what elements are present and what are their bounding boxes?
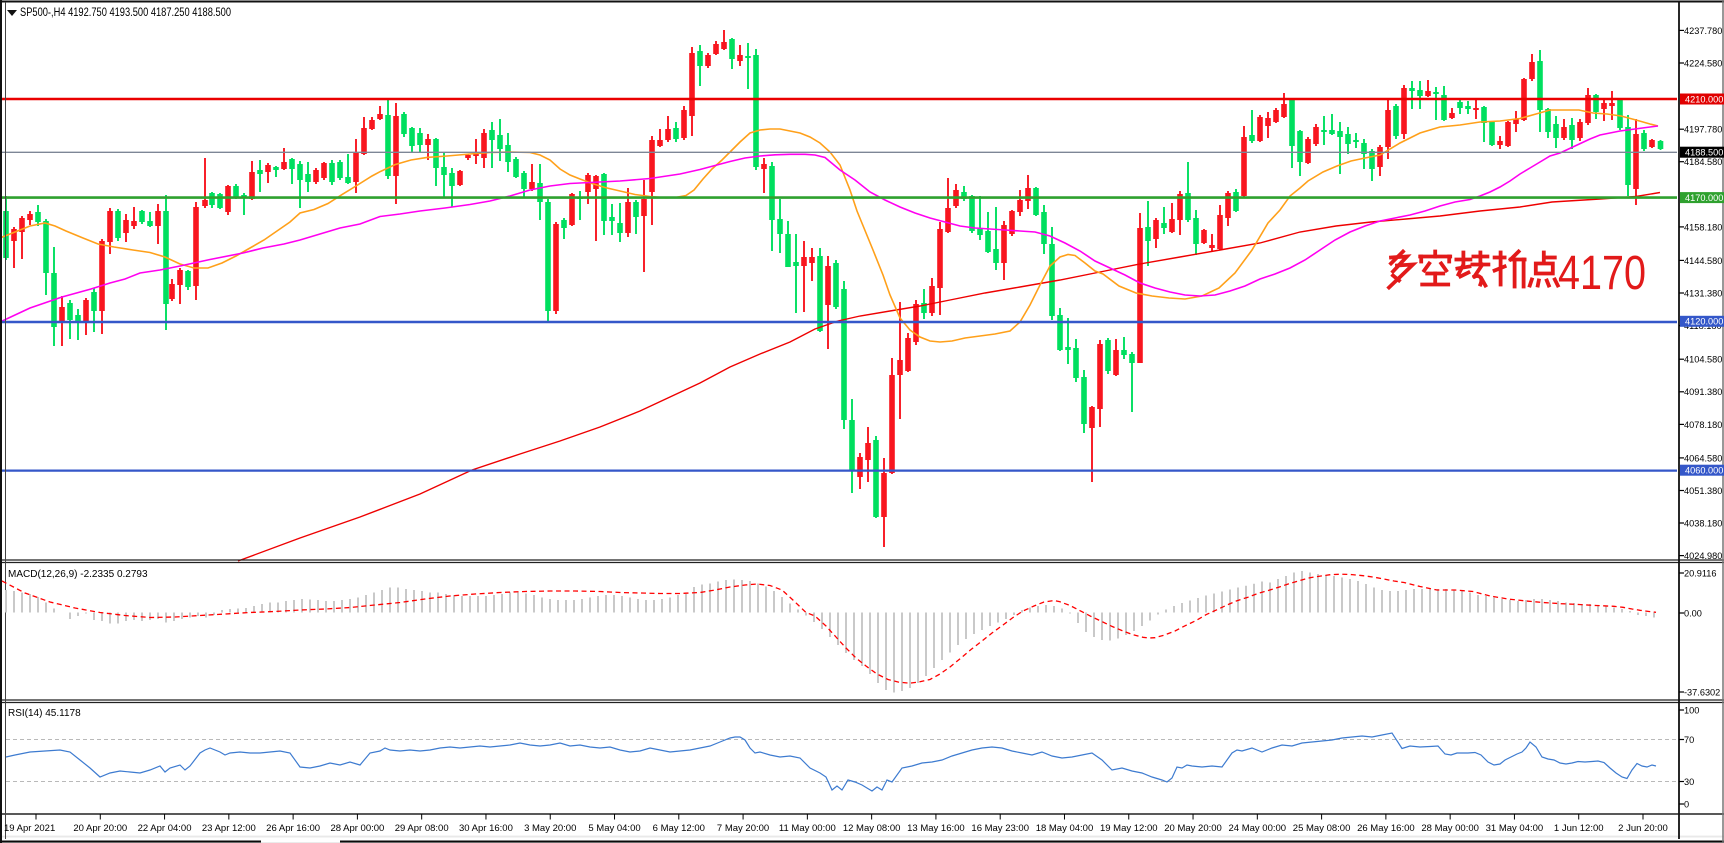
svg-text:7 May 20:00: 7 May 20:00 xyxy=(717,823,769,834)
svg-text:23 Apr 12:00: 23 Apr 12:00 xyxy=(202,823,256,834)
svg-text:100: 100 xyxy=(1684,705,1699,715)
svg-text:30 Apr 16:00: 30 Apr 16:00 xyxy=(459,823,513,834)
svg-text:29 Apr 08:00: 29 Apr 08:00 xyxy=(395,823,449,834)
svg-text:20 May 20:00: 20 May 20:00 xyxy=(1164,823,1222,834)
svg-text:4158.180: 4158.180 xyxy=(1684,222,1722,232)
svg-text:4131.380: 4131.380 xyxy=(1684,288,1722,298)
svg-text:13 May 16:00: 13 May 16:00 xyxy=(907,823,965,834)
svg-text:18 May 04:00: 18 May 04:00 xyxy=(1036,823,1094,834)
svg-text:28 Apr 00:00: 28 Apr 00:00 xyxy=(330,823,384,834)
svg-text:26 May 16:00: 26 May 16:00 xyxy=(1357,823,1415,834)
svg-text:4237.780: 4237.780 xyxy=(1684,26,1722,36)
svg-text:25 May 08:00: 25 May 08:00 xyxy=(1293,823,1351,834)
svg-text:20 Apr 20:00: 20 Apr 20:00 xyxy=(73,823,127,834)
svg-text:6 May 12:00: 6 May 12:00 xyxy=(653,823,705,834)
svg-text:19 Apr 2021: 19 Apr 2021 xyxy=(4,823,55,834)
svg-text:4038.180: 4038.180 xyxy=(1684,518,1722,528)
svg-text:0.00: 0.00 xyxy=(1684,608,1702,618)
svg-text:0: 0 xyxy=(1684,799,1689,809)
svg-text:4051.380: 4051.380 xyxy=(1684,486,1722,496)
svg-text:31 May 04:00: 31 May 04:00 xyxy=(1486,823,1544,834)
svg-text:20.9116: 20.9116 xyxy=(1684,568,1717,578)
svg-text:12 May 08:00: 12 May 08:00 xyxy=(843,823,901,834)
svg-text:4144.580: 4144.580 xyxy=(1684,256,1722,266)
svg-text:16 May 23:00: 16 May 23:00 xyxy=(971,823,1029,834)
svg-text:4024.980: 4024.980 xyxy=(1684,551,1722,561)
svg-text:4188.500: 4188.500 xyxy=(1685,148,1723,158)
svg-text:4170: 4170 xyxy=(1558,247,1646,300)
svg-text:4078.180: 4078.180 xyxy=(1684,420,1722,430)
svg-text:4104.580: 4104.580 xyxy=(1684,355,1722,365)
svg-text:26 Apr 16:00: 26 Apr 16:00 xyxy=(266,823,320,834)
svg-text:4197.780: 4197.780 xyxy=(1684,125,1722,135)
svg-text:1 Jun 12:00: 1 Jun 12:00 xyxy=(1554,823,1604,834)
svg-text:4091.380: 4091.380 xyxy=(1684,387,1722,397)
svg-text:4170.000: 4170.000 xyxy=(1685,193,1723,203)
svg-text:24 May 00:00: 24 May 00:00 xyxy=(1229,823,1287,834)
svg-text:5 May 04:00: 5 May 04:00 xyxy=(588,823,640,834)
svg-text:4210.000: 4210.000 xyxy=(1685,94,1723,104)
svg-text:3 May 20:00: 3 May 20:00 xyxy=(524,823,576,834)
svg-text:11 May 00:00: 11 May 00:00 xyxy=(779,823,836,834)
svg-text:19 May 12:00: 19 May 12:00 xyxy=(1100,823,1158,834)
svg-text:RSI(14) 45.1178: RSI(14) 45.1178 xyxy=(8,708,81,719)
svg-text:SP500-,H4 4192.750 4193.500 4: SP500-,H4 4192.750 4193.500 4187.250 418… xyxy=(20,7,231,19)
svg-text:28 May 00:00: 28 May 00:00 xyxy=(1421,823,1479,834)
svg-text:4184.580: 4184.580 xyxy=(1684,157,1722,167)
svg-text:4224.580: 4224.580 xyxy=(1684,58,1722,68)
svg-text:30: 30 xyxy=(1684,777,1694,787)
svg-text:-37.6302: -37.6302 xyxy=(1684,687,1720,697)
svg-text:4060.000: 4060.000 xyxy=(1685,466,1723,476)
svg-text:2 Jun 20:00: 2 Jun 20:00 xyxy=(1618,823,1668,834)
svg-text:MACD(12,26,9) -2.2335 0.2793: MACD(12,26,9) -2.2335 0.2793 xyxy=(8,569,148,580)
svg-text:70: 70 xyxy=(1684,735,1694,745)
svg-text:4064.580: 4064.580 xyxy=(1684,453,1722,463)
svg-text:22 Apr 04:00: 22 Apr 04:00 xyxy=(138,823,192,834)
svg-text:4120.000: 4120.000 xyxy=(1685,317,1723,327)
